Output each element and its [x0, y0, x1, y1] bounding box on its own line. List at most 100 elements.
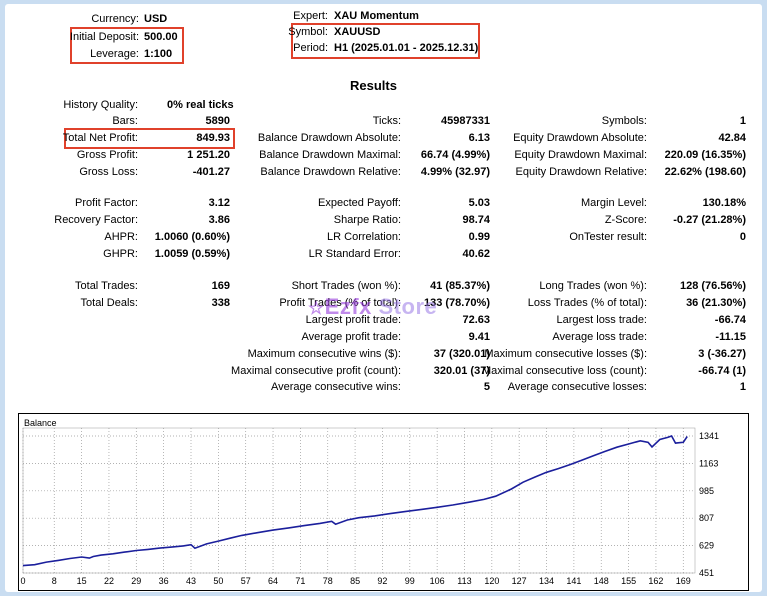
x-tick-label: 0 — [20, 576, 25, 586]
balance-chart: 1341 1163 985 807 629 451 0 8 15 22 29 36 43 50 57 64 71… — [18, 413, 749, 591]
ghpr-value: 1.0059 (0.59%) — [154, 248, 230, 260]
eq-dd-max-value: 220.09 (16.35%) — [664, 149, 746, 161]
y-tick-label: 451 — [699, 568, 714, 578]
profit-trades-value: 133 (78.70%) — [423, 297, 490, 309]
x-tick-label: 22 — [104, 576, 114, 586]
long-trades-label: Long Trades (won %): — [539, 280, 647, 292]
max-cons-wins-label: Maximum consecutive wins ($): — [247, 348, 401, 360]
plot-area — [22, 427, 696, 574]
x-tick-label: 106 — [430, 576, 445, 586]
avg-loss-label: Average loss trade: — [552, 331, 647, 343]
period-label: Period: — [293, 42, 328, 54]
x-tick-label: 15 — [77, 576, 87, 586]
max-cons-wins-value: 37 (320.01) — [433, 348, 490, 360]
largest-loss-label: Largest loss trade: — [556, 314, 648, 326]
x-tick-label: 99 — [405, 576, 415, 586]
max-cons-profit-label: Maximal consecutive profit (count): — [231, 365, 401, 377]
recovery-factor-value: 3.86 — [208, 214, 230, 226]
ahpr-value: 1.0060 (0.60%) — [154, 231, 230, 243]
ghpr-label: GHPR: — [103, 248, 138, 260]
x-tick-label: 29 — [131, 576, 141, 586]
lr-correlation-value: 0.99 — [468, 231, 490, 243]
sharpe-value: 98.74 — [462, 214, 490, 226]
y-tick-label: 629 — [699, 541, 714, 551]
history-quality-value: 0% real ticks — [167, 99, 234, 111]
x-tick-label: 43 — [186, 576, 196, 586]
leverage-value: 1:100 — [144, 48, 173, 60]
avg-profit-value: 9.41 — [468, 331, 490, 343]
y-tick-label: 1163 — [699, 458, 718, 468]
x-tick-label: 134 — [539, 576, 554, 586]
profit-factor-label: Profit Factor: — [75, 197, 138, 209]
leverage-label: Leverage: — [90, 48, 139, 60]
watermark-logo: ☆Ezfx Store — [308, 294, 437, 320]
total-trades-label: Total Trades: — [75, 280, 138, 292]
margin-level-label: Margin Level: — [580, 197, 647, 209]
watermark-text-1: Ezfx — [324, 294, 372, 319]
eq-dd-rel-label: Equity Drawdown Relative: — [515, 166, 647, 178]
bal-dd-rel-value: 4.99% (32.97) — [420, 166, 490, 178]
net-profit-value: 849.93 — [196, 132, 230, 144]
ahpr-label: AHPR: — [104, 231, 138, 243]
short-trades-label: Short Trades (won %): — [291, 280, 401, 292]
x-tick-label: 36 — [159, 576, 169, 586]
x-tick-label: 92 — [377, 576, 387, 586]
avg-cons-wins-value: 5 — [483, 381, 490, 393]
eq-dd-max-label: Equity Drawdown Maximal: — [514, 149, 647, 161]
deposit-highlight-box — [70, 27, 184, 64]
short-trades-value: 41 (85.37%) — [430, 280, 490, 292]
largest-profit-value: 72.63 — [462, 314, 490, 326]
gross-profit-value: 1 251.20 — [187, 149, 230, 161]
avg-cons-losses-value: 1 — [739, 381, 746, 393]
currency-value: USD — [144, 13, 168, 25]
net-profit-label: Total Net Profit: — [62, 132, 138, 144]
loss-trades-value: 36 (21.30%) — [686, 297, 746, 309]
max-cons-loss-label: Maximal consecutive loss (count): — [481, 365, 647, 377]
bars-value: 5890 — [205, 115, 230, 127]
avg-loss-value: -11.15 — [715, 331, 746, 343]
lr-correlation-label: LR Correlation: — [327, 231, 401, 243]
results-title: Results — [350, 78, 397, 93]
z-score-label: Z-Score: — [604, 214, 647, 226]
symbol-value: XAUUSD — [334, 26, 381, 38]
ontester-value: 0 — [739, 231, 746, 243]
expert-label: Expert: — [293, 10, 328, 22]
x-tick-label: 64 — [268, 576, 278, 586]
total-deals-label: Total Deals: — [80, 297, 138, 309]
eq-dd-rel-value: 22.62% (198.60) — [664, 166, 746, 178]
gross-loss-value: -401.27 — [192, 166, 230, 178]
x-tick-label: 57 — [241, 576, 251, 586]
x-tick-label: 127 — [512, 576, 527, 586]
recovery-factor-label: Recovery Factor: — [54, 214, 138, 226]
chart-title: Balance — [24, 418, 57, 428]
ticks-value: 45987331 — [441, 115, 490, 127]
profit-trades-label: Profit Trades (% of total): — [279, 297, 401, 309]
deposit-label: Initial Deposit: — [69, 31, 139, 43]
sharpe-label: Sharpe Ratio: — [333, 214, 401, 226]
y-tick-label: 985 — [699, 486, 714, 496]
x-tick-label: 162 — [648, 576, 663, 586]
gross-profit-label: Gross Profit: — [76, 149, 138, 161]
avg-cons-losses-label: Average consecutive losses: — [507, 381, 647, 393]
period-value: H1 (2025.01.01 - 2025.12.31) — [334, 42, 479, 54]
watermark-text-2: Store — [378, 294, 438, 319]
history-quality-label: History Quality: — [63, 99, 138, 111]
max-cons-profit-value: 320.01 (37) — [433, 365, 490, 377]
x-tick-label: 120 — [484, 576, 499, 586]
expected-payoff-label: Expected Payoff: — [318, 197, 401, 209]
x-tick-label: 8 — [52, 576, 57, 586]
x-tick-label: 50 — [213, 576, 223, 586]
bars-label: Bars: — [112, 115, 138, 127]
report-page: Currency: USD Initial Deposit: 500.00 Le… — [5, 4, 762, 592]
x-tick-label: 85 — [350, 576, 360, 586]
x-tick-label: 155 — [621, 576, 636, 586]
gross-loss-label: Gross Loss: — [79, 166, 138, 178]
x-tick-label: 78 — [323, 576, 333, 586]
x-tick-label: 141 — [566, 576, 581, 586]
expected-payoff-value: 5.03 — [468, 197, 490, 209]
avg-cons-wins-label: Average consecutive wins: — [270, 381, 401, 393]
margin-level-value: 130.18% — [702, 197, 746, 209]
expert-value: XAU Momentum — [334, 10, 419, 22]
bal-dd-rel-label: Balance Drawdown Relative: — [260, 166, 401, 178]
lr-std-error-label: LR Standard Error: — [308, 248, 401, 260]
